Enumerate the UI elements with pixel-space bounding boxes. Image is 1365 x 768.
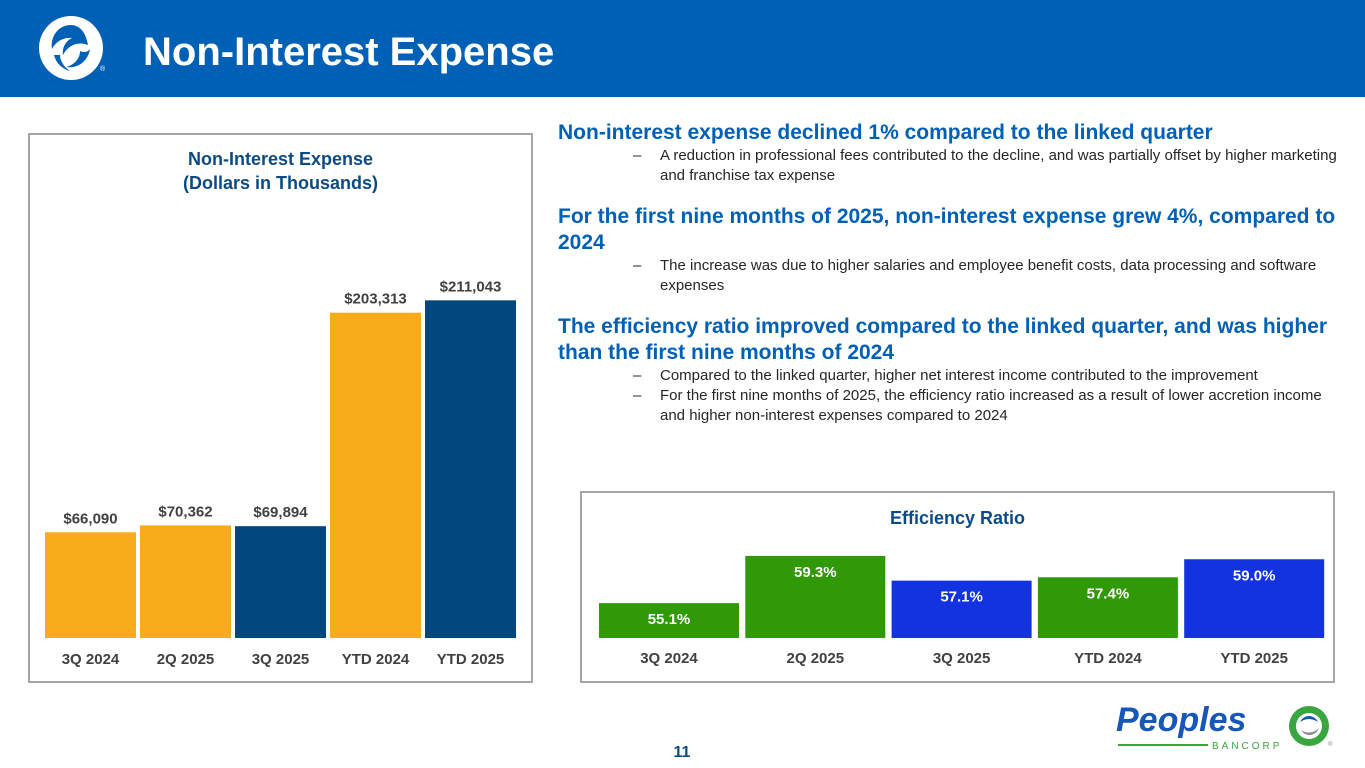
efficiency-chart-title: Efficiency Ratio <box>889 508 1026 528</box>
brand-tagline: BANCORP <box>1212 741 1282 752</box>
data-label: 59.0% <box>1233 567 1276 584</box>
x-tick-label: 3Q 2024 <box>62 651 120 668</box>
bullet-sub: – A reduction in professional fees contri… <box>558 146 1338 186</box>
dash-icon: – <box>633 387 642 404</box>
x-tick-label: YTD 2024 <box>1074 650 1142 667</box>
brand-registered-mark: ® <box>1328 741 1333 748</box>
bullet-heading: Non-interest expense declined 1% compare… <box>558 121 1213 144</box>
x-tick-label: 2Q 2025 <box>787 650 845 667</box>
expense-chart-panel <box>28 133 533 683</box>
x-tick-label: 3Q 2025 <box>933 650 991 667</box>
bar <box>235 526 326 638</box>
x-tick-label: 2Q 2025 <box>157 651 215 668</box>
expense-bar-chart: $66,090 3Q 2024 $70,362 2Q 2025 $69,894 3Q 20… <box>45 278 516 668</box>
data-label: $203,313 <box>344 291 407 308</box>
peoples-logo-icon <box>39 16 103 80</box>
bar <box>45 532 136 638</box>
page-number: 11 <box>673 744 691 761</box>
data-label: 57.1% <box>940 589 983 606</box>
efficiency-chart-panel <box>580 491 1335 683</box>
expense-chart-title: Non-Interest Expense (Dollars in Thousan… <box>30 147 531 195</box>
page-title: Non-Interest Expense <box>143 30 555 74</box>
dash-icon: – <box>633 147 642 164</box>
registered-mark: ® <box>100 66 106 73</box>
x-tick-label: 3Q 2024 <box>640 650 698 667</box>
x-tick-label: YTD 2025 <box>1220 650 1288 667</box>
bullet-sub-text: The increase was due to higher salaries … <box>660 257 1317 294</box>
bar <box>891 580 1032 638</box>
dash-icon: – <box>633 367 642 384</box>
data-label: $70,362 <box>158 503 212 520</box>
bullet-sub-text: A reduction in professional fees contrib… <box>660 147 1337 184</box>
bar <box>330 312 421 638</box>
data-label: 57.4% <box>1087 585 1130 602</box>
bar <box>1184 559 1325 638</box>
data-label: $69,894 <box>253 504 308 521</box>
x-tick-label: YTD 2024 <box>342 651 410 668</box>
bullet-sub-text: For the first nine months of 2025, the e… <box>660 387 1322 424</box>
data-label: $66,090 <box>63 510 117 527</box>
bar <box>1037 577 1178 638</box>
bar <box>745 555 886 638</box>
expense-chart-title-line1: Non-Interest Expense <box>187 149 374 169</box>
commentary-list: Non-interest expense declined 1% compare… <box>558 120 1338 426</box>
bullet-sub: – Compared to the linked quarter, higher … <box>558 366 1338 386</box>
expense-chart-title-line2: (Dollars in Thousands) <box>182 173 378 193</box>
bullet-heading: The efficiency ratio improved compared t… <box>558 315 1328 364</box>
bullet-sub: – The increase was due to higher salaries… <box>558 256 1338 296</box>
bullet-heading: For the first nine months of 2025, non-i… <box>558 205 1336 254</box>
brand-swirl-icon <box>1289 706 1329 746</box>
bar <box>140 525 231 638</box>
x-tick-label: 3Q 2025 <box>252 651 310 668</box>
bar <box>425 300 516 638</box>
bar <box>599 603 739 638</box>
data-label: 55.1% <box>648 611 691 628</box>
dash-icon: – <box>633 257 642 274</box>
x-tick-label: YTD 2025 <box>437 651 505 668</box>
efficiency-bar-chart: 55.1% 3Q 2024 59.3% 2Q 2025 57.1% 3Q 2025 57.4… <box>599 555 1325 667</box>
brand-name: Peoples <box>1116 701 1246 739</box>
peoples-bancorp-logo: Peoples BANCORP ® <box>1116 701 1333 752</box>
bullet-sub: – For the first nine months of 2025, the … <box>558 386 1338 426</box>
bullet-sub-text: Compared to the linked quarter, higher n… <box>660 367 1258 384</box>
data-label: 59.3% <box>794 564 837 581</box>
header-bar: ® Non-Interest Expense <box>0 0 1365 97</box>
data-label: $211,043 <box>440 278 502 295</box>
